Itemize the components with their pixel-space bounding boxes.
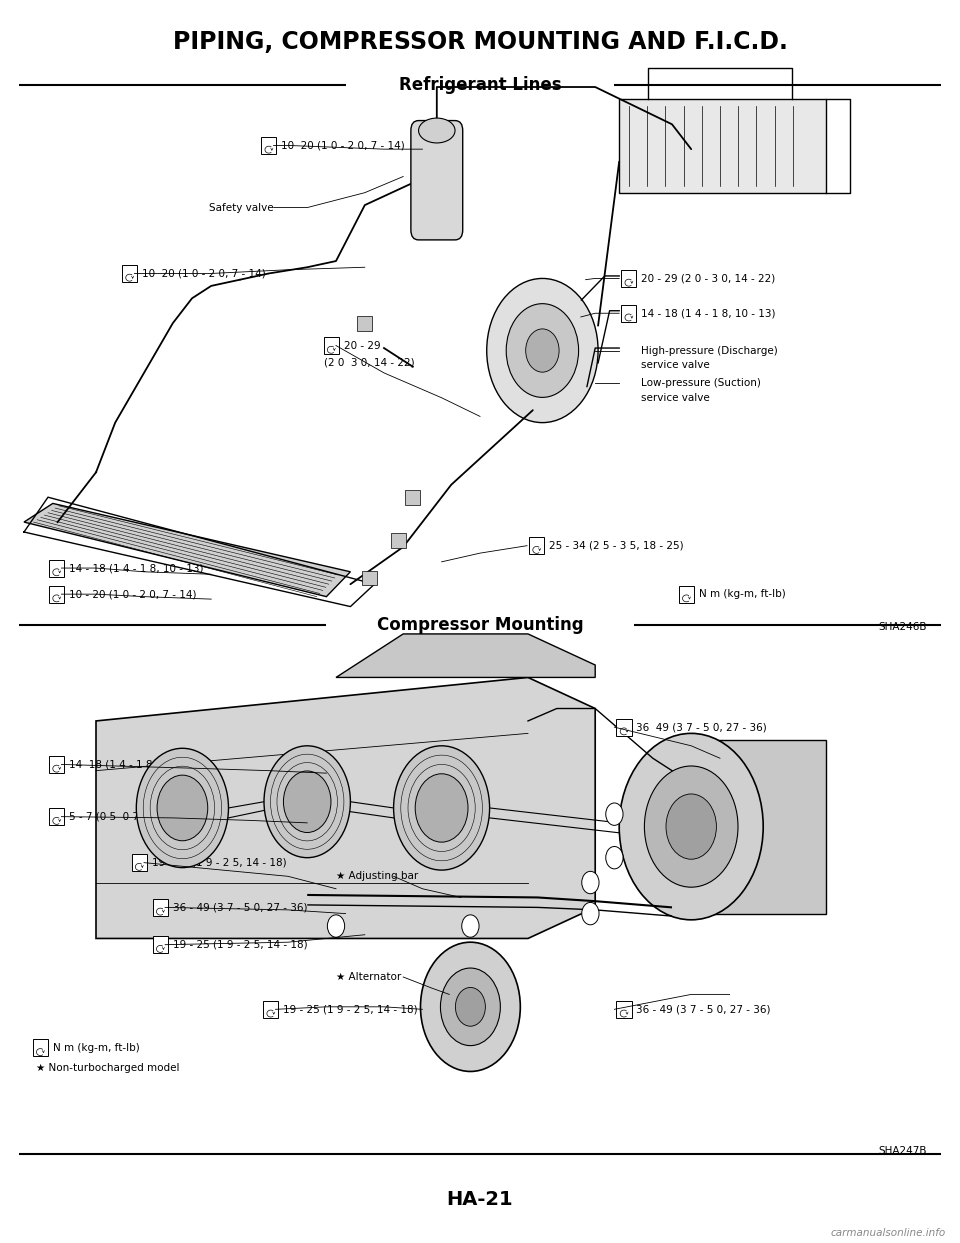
Bar xyxy=(621,305,636,322)
Circle shape xyxy=(462,915,479,937)
Text: 14 - 18 (1 4 - 1 8, 10 - 13): 14 - 18 (1 4 - 1 8, 10 - 13) xyxy=(69,563,204,573)
Polygon shape xyxy=(336,634,595,677)
Bar xyxy=(679,585,694,603)
Text: 10  20 (1 0 - 2 0, 7 - 14): 10 20 (1 0 - 2 0, 7 - 14) xyxy=(281,140,405,150)
Text: 36  49 (3 7 - 5 0, 27 - 36): 36 49 (3 7 - 5 0, 27 - 36) xyxy=(636,722,767,732)
Circle shape xyxy=(487,278,598,423)
Circle shape xyxy=(264,746,350,858)
Polygon shape xyxy=(24,503,350,597)
Bar xyxy=(263,1001,278,1018)
Bar xyxy=(324,337,339,354)
Bar xyxy=(153,899,168,916)
Text: Low-pressure (Suction): Low-pressure (Suction) xyxy=(641,378,761,388)
Circle shape xyxy=(283,771,331,833)
Circle shape xyxy=(606,803,623,825)
Circle shape xyxy=(666,794,716,859)
Circle shape xyxy=(526,329,559,372)
Text: 25 - 34 (2 5 - 3 5, 18 - 25): 25 - 34 (2 5 - 3 5, 18 - 25) xyxy=(549,541,684,551)
Bar xyxy=(132,854,147,871)
Circle shape xyxy=(582,871,599,894)
Text: Refrigerant Lines: Refrigerant Lines xyxy=(398,76,562,93)
Text: ★ Adjusting bar: ★ Adjusting bar xyxy=(336,871,419,881)
Text: 10  20 (1 0 - 2 0, 7 - 14): 10 20 (1 0 - 2 0, 7 - 14) xyxy=(142,268,266,278)
Bar xyxy=(49,756,64,773)
Text: SHA247B: SHA247B xyxy=(877,1146,926,1156)
Circle shape xyxy=(441,968,500,1045)
Bar xyxy=(153,936,168,953)
Circle shape xyxy=(606,846,623,869)
Circle shape xyxy=(157,776,207,840)
Text: 14 - 18 (1 4 - 1 8, 10 - 13): 14 - 18 (1 4 - 1 8, 10 - 13) xyxy=(641,308,776,318)
Text: 19 - 25 (1 9 - 2 5, 14 - 18): 19 - 25 (1 9 - 2 5, 14 - 18) xyxy=(283,1004,418,1014)
Bar xyxy=(362,571,377,585)
Text: carmanualsonline.info: carmanualsonline.info xyxy=(830,1228,946,1238)
Text: N m (kg-m, ft-lb): N m (kg-m, ft-lb) xyxy=(699,589,785,599)
FancyBboxPatch shape xyxy=(411,121,463,240)
Text: 5 - 7 (0 5  0 7, 3 6 - 5 1): 5 - 7 (0 5 0 7, 3 6 - 5 1) xyxy=(69,812,193,822)
Bar xyxy=(49,559,64,577)
Text: 20 - 29: 20 - 29 xyxy=(344,341,380,351)
Bar xyxy=(619,99,826,193)
Bar xyxy=(672,740,826,914)
Text: 14  18 (1 4 - 1 8, 10 - 13): 14 18 (1 4 - 1 8, 10 - 13) xyxy=(69,759,200,769)
Circle shape xyxy=(327,915,345,937)
Text: Safety valve: Safety valve xyxy=(209,203,274,213)
Text: N m (kg-m, ft-lb): N m (kg-m, ft-lb) xyxy=(53,1043,139,1053)
Text: 19 - 25 (1 9 - 2 5, 14 - 18): 19 - 25 (1 9 - 2 5, 14 - 18) xyxy=(173,940,307,950)
Text: ★ Non-turbocharged model: ★ Non-turbocharged model xyxy=(36,1063,179,1073)
Bar xyxy=(621,270,636,287)
Bar xyxy=(529,537,544,554)
Text: 20 - 29 (2 0 - 3 0, 14 - 22): 20 - 29 (2 0 - 3 0, 14 - 22) xyxy=(641,273,776,283)
Polygon shape xyxy=(96,677,595,938)
Bar xyxy=(49,585,64,603)
Circle shape xyxy=(394,746,490,870)
Text: 36 - 49 (3 7 - 5 0, 27 - 36): 36 - 49 (3 7 - 5 0, 27 - 36) xyxy=(636,1004,771,1014)
Circle shape xyxy=(506,303,579,398)
Circle shape xyxy=(420,942,520,1071)
Text: 36 - 49 (3 7 - 5 0, 27 - 36): 36 - 49 (3 7 - 5 0, 27 - 36) xyxy=(173,902,307,912)
Text: (2 0  3 0, 14 - 22): (2 0 3 0, 14 - 22) xyxy=(324,358,414,368)
Text: 10 - 20 (1 0 - 2 0, 7 - 14): 10 - 20 (1 0 - 2 0, 7 - 14) xyxy=(69,589,197,599)
Bar xyxy=(122,265,137,282)
Text: 19 - 25 (1 9 - 2 5, 14 - 18): 19 - 25 (1 9 - 2 5, 14 - 18) xyxy=(152,858,286,868)
Bar xyxy=(391,533,406,548)
Bar xyxy=(357,316,372,331)
Circle shape xyxy=(582,902,599,925)
Text: HA-21: HA-21 xyxy=(446,1190,514,1209)
Ellipse shape xyxy=(419,118,455,143)
Text: Compressor Mounting: Compressor Mounting xyxy=(376,617,584,634)
Bar xyxy=(261,137,276,154)
Text: High-pressure (Discharge): High-pressure (Discharge) xyxy=(641,346,778,355)
Circle shape xyxy=(644,766,738,888)
Bar xyxy=(616,1001,632,1018)
Text: PIPING, COMPRESSOR MOUNTING AND F.I.C.D.: PIPING, COMPRESSOR MOUNTING AND F.I.C.D. xyxy=(173,30,787,55)
Circle shape xyxy=(416,773,468,843)
Circle shape xyxy=(619,733,763,920)
Text: service valve: service valve xyxy=(641,360,710,370)
Circle shape xyxy=(455,987,486,1027)
Text: service valve: service valve xyxy=(641,393,710,403)
Bar xyxy=(405,490,420,505)
Bar xyxy=(616,718,632,736)
Circle shape xyxy=(136,748,228,868)
Bar xyxy=(33,1039,48,1057)
Text: ★ Alternator: ★ Alternator xyxy=(336,972,401,982)
Bar xyxy=(49,808,64,825)
Text: SHA246B: SHA246B xyxy=(877,622,926,631)
